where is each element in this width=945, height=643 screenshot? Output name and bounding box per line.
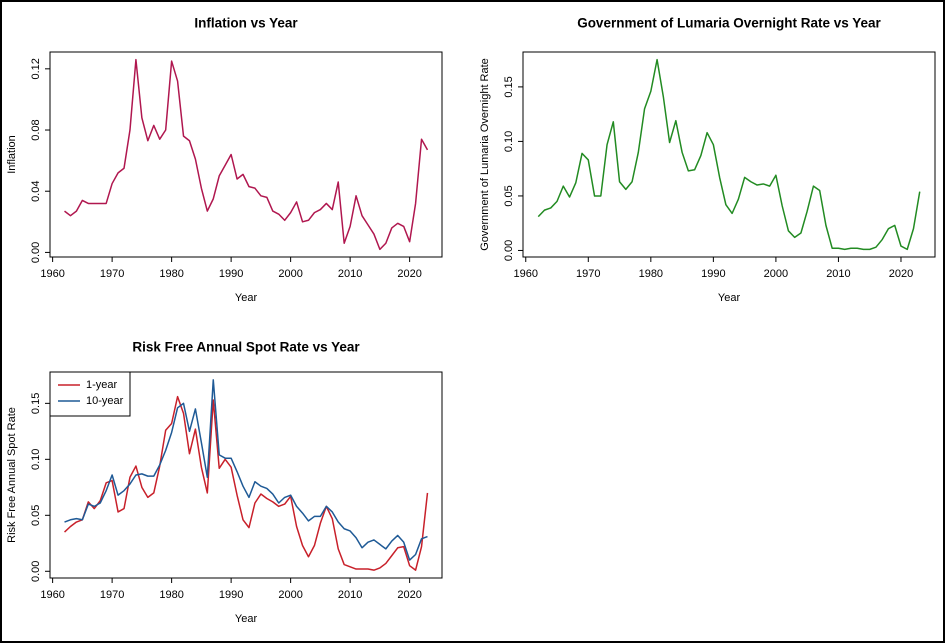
y-axis-label: Risk Free Annual Spot Rate	[6, 407, 18, 543]
x-tick-label: 1960	[514, 268, 538, 280]
legend-label: 10-year	[86, 395, 124, 407]
y-tick-label: 0.12	[30, 58, 42, 79]
x-tick-label: 1990	[219, 589, 243, 601]
y-tick-label: 0.00	[503, 240, 515, 261]
y-tick-label: 0.04	[30, 181, 42, 202]
x-tick-label: 1990	[701, 268, 725, 280]
chart-title: Inflation vs Year	[194, 16, 298, 31]
chart-title: Government of Lumaria Overnight Rate vs …	[577, 16, 881, 31]
x-tick-label: 1970	[100, 589, 124, 601]
x-axis-label: Year	[718, 292, 741, 304]
legend-box	[49, 371, 131, 417]
x-tick-label: 2000	[764, 268, 788, 280]
y-axis-label: Government of Lumaria Overnight Rate	[479, 58, 491, 251]
x-tick-label: 1970	[100, 268, 124, 280]
y-tick-label: 0.05	[503, 185, 515, 206]
data-line	[537, 58, 921, 251]
y-tick-label: 0.15	[503, 76, 515, 97]
x-tick-label: 1980	[159, 589, 183, 601]
x-axis-label: Year	[235, 292, 258, 304]
y-tick-label: 0.08	[30, 119, 42, 140]
y-tick-label: 0.15	[30, 393, 42, 414]
x-tick-label: 2000	[278, 589, 302, 601]
data-line	[64, 58, 429, 251]
y-tick-label: 0.00	[30, 561, 42, 582]
x-tick-label: 2020	[889, 268, 913, 280]
y-tick-label: 0.10	[30, 449, 42, 470]
x-tick-label: 1970	[576, 268, 600, 280]
x-tick-label: 2020	[397, 589, 421, 601]
x-axis-label: Year	[235, 613, 258, 625]
chart-title: Risk Free Annual Spot Rate vs Year	[132, 340, 360, 355]
y-axis-label: Inflation	[6, 135, 18, 174]
x-tick-label: 1990	[219, 268, 243, 280]
x-tick-label: 2000	[278, 268, 302, 280]
x-tick-label: 1960	[40, 589, 64, 601]
y-tick-label: 0.10	[503, 131, 515, 152]
x-tick-label: 1960	[40, 268, 64, 280]
data-line	[64, 379, 428, 561]
x-tick-label: 2010	[826, 268, 850, 280]
y-tick-label: 0.00	[30, 242, 42, 263]
data-line	[64, 395, 429, 571]
x-tick-label: 2010	[338, 268, 362, 280]
y-tick-label: 0.05	[30, 505, 42, 526]
x-tick-label: 2010	[338, 589, 362, 601]
x-tick-label: 2020	[397, 268, 421, 280]
x-tick-label: 1980	[159, 268, 183, 280]
x-tick-label: 1980	[639, 268, 663, 280]
legend-label: 1-year	[86, 379, 118, 391]
